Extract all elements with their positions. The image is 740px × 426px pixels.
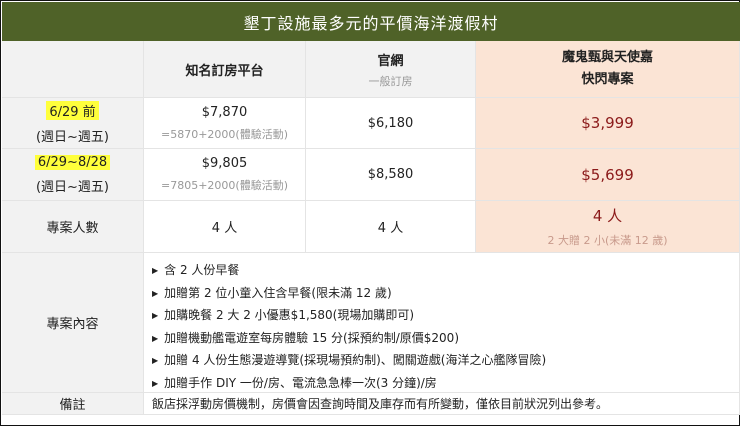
official-price: $8,580 xyxy=(367,167,414,182)
list-item: ▶ 加贈手作 DIY 一份/房、電流急急棒一次(3 分鐘)/房 xyxy=(152,375,437,390)
official-price-cell: $6,180 xyxy=(306,98,476,149)
platform-price: $7,870 xyxy=(201,104,248,120)
count-special-note: 2 大贈 2 小(未滿 12 歲) xyxy=(547,234,668,247)
corner-cell xyxy=(2,41,144,98)
count-label-cell: 專案人數 xyxy=(2,201,144,253)
triangle-bullet-icon: ▶ xyxy=(152,311,159,320)
notes-cell: 飯店採浮動房價機制，房價會因查詢時間及庫存而有所變動，僅依目前狀況列出參考。 xyxy=(144,393,740,415)
col-platform-label: 知名訂房平台 xyxy=(185,63,264,79)
list-item: ▶ 加購晚餐 2 大 2 小優惠$1,580(現場加購即可) xyxy=(152,308,415,322)
content-label: 專案內容 xyxy=(46,317,99,332)
row-period: 6/29 前 (週日~週五) xyxy=(2,98,144,149)
period-label: 6/29~8/28 xyxy=(34,154,111,170)
col-special-line2: 快閃專案 xyxy=(581,72,634,87)
count-platform-cell: 4 人 xyxy=(144,201,306,253)
list-item: ▶ 加贈 4 人份生態漫遊導覽(採現場預約制)、闖關遊戲(海洋之心艦隊冒險) xyxy=(152,353,547,367)
platform-price: $9,805 xyxy=(201,156,248,171)
col-special-line1: 魔鬼甄與天使嘉 xyxy=(561,50,653,65)
official-price: $6,180 xyxy=(367,115,414,131)
special-price: $3,999 xyxy=(581,114,634,132)
col-official-label: 官網 xyxy=(377,53,404,69)
period-days: (週日~週五) xyxy=(35,130,110,145)
count-special: 4 人 xyxy=(592,207,623,225)
list-item: ▶ 加贈機動艦電遊室每房體驗 15 分(採預約制/原價$200) xyxy=(152,330,460,345)
content-list: ▶ 含 2 人份早餐 ▶ 加贈第 2 位小童入住含早餐(限未滿 12 歲) ▶ 加購晚… xyxy=(144,253,740,393)
count-official-cell: 4 人 xyxy=(306,201,476,253)
col-header-special: 魔鬼甄與天使嘉 快閃專案 xyxy=(476,41,740,98)
count-platform: 4 人 xyxy=(211,221,238,236)
special-price-cell: $3,999 xyxy=(476,98,740,149)
official-price-cell: $8,580 xyxy=(306,149,476,201)
col-header-official: 官網 一般訂房 xyxy=(306,41,476,98)
count-label: 專案人數 xyxy=(46,221,99,236)
period-label: 6/29 前 xyxy=(46,101,99,120)
period-days: (週日~週五) xyxy=(35,179,110,195)
special-price: $5,699 xyxy=(581,165,634,184)
notes-label: 備註 xyxy=(59,398,86,413)
platform-price-note: =7805+2000(體驗活動) xyxy=(160,179,288,192)
table-title: 墾丁設施最多元的平價海洋渡假村 xyxy=(2,2,740,41)
notes-text: 飯店採浮動房價機制，房價會因查詢時間及庫存而有所變動，僅依目前狀況列出參考。 xyxy=(152,397,609,411)
count-special-cell: 4 人 2 大贈 2 小(未滿 12 歲) xyxy=(476,201,740,253)
triangle-bullet-icon: ▶ xyxy=(152,333,159,343)
triangle-bullet-icon: ▶ xyxy=(152,378,159,388)
col-header-platform: 知名訂房平台 xyxy=(144,41,306,98)
list-item: ▶ 含 2 人份早餐 xyxy=(152,263,240,277)
platform-price-note: =5870+2000(體驗活動) xyxy=(160,127,288,141)
row-period: 6/29~8/28 (週日~週五) xyxy=(2,149,144,201)
notes-label-cell: 備註 xyxy=(2,393,144,415)
list-item: ▶ 加贈第 2 位小童入住含早餐(限未滿 12 歲) xyxy=(152,285,392,300)
col-official-sub: 一般訂房 xyxy=(368,74,413,88)
count-official: 4 人 xyxy=(377,221,404,236)
platform-price-cell: $9,805 =7805+2000(體驗活動) xyxy=(144,149,306,201)
special-price-cell: $5,699 xyxy=(476,149,740,201)
content-label-cell: 專案內容 xyxy=(2,253,144,393)
triangle-bullet-icon: ▶ xyxy=(152,288,159,298)
triangle-bullet-icon: ▶ xyxy=(152,356,159,365)
triangle-bullet-icon: ▶ xyxy=(152,266,159,275)
platform-price-cell: $7,870 =5870+2000(體驗活動) xyxy=(144,98,306,149)
